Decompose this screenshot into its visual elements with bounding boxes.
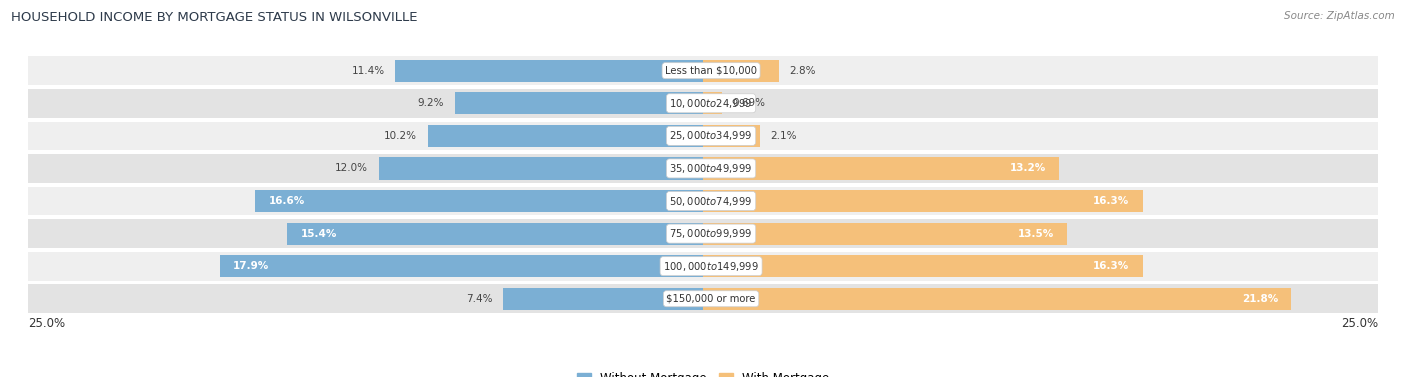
Text: 2.1%: 2.1% — [770, 131, 797, 141]
Bar — [287, 222, 703, 245]
Text: 12.0%: 12.0% — [335, 164, 368, 173]
Bar — [28, 121, 1378, 150]
Bar — [395, 60, 703, 82]
Text: 25.0%: 25.0% — [28, 317, 65, 329]
Bar — [703, 92, 721, 114]
Bar — [703, 125, 759, 147]
Bar — [427, 125, 703, 147]
Text: 9.2%: 9.2% — [418, 98, 444, 108]
Text: 2.8%: 2.8% — [789, 66, 815, 76]
Text: 16.6%: 16.6% — [269, 196, 305, 206]
Text: 21.8%: 21.8% — [1241, 294, 1278, 304]
Bar — [28, 89, 1378, 118]
Text: 15.4%: 15.4% — [301, 228, 337, 239]
Text: 17.9%: 17.9% — [233, 261, 270, 271]
Bar — [28, 284, 1378, 313]
Bar — [703, 157, 1059, 179]
Bar — [703, 222, 1067, 245]
Text: $100,000 to $149,999: $100,000 to $149,999 — [664, 260, 759, 273]
Text: 7.4%: 7.4% — [465, 294, 492, 304]
Text: 11.4%: 11.4% — [352, 66, 384, 76]
Text: 13.2%: 13.2% — [1010, 164, 1046, 173]
Text: $50,000 to $74,999: $50,000 to $74,999 — [669, 195, 752, 207]
Bar — [254, 190, 703, 212]
Bar — [503, 288, 703, 310]
Text: $75,000 to $99,999: $75,000 to $99,999 — [669, 227, 752, 240]
Text: Source: ZipAtlas.com: Source: ZipAtlas.com — [1284, 11, 1395, 21]
Bar — [28, 154, 1378, 183]
Bar — [454, 92, 703, 114]
Text: Less than $10,000: Less than $10,000 — [665, 66, 756, 76]
Text: HOUSEHOLD INCOME BY MORTGAGE STATUS IN WILSONVILLE: HOUSEHOLD INCOME BY MORTGAGE STATUS IN W… — [11, 11, 418, 24]
Text: $35,000 to $49,999: $35,000 to $49,999 — [669, 162, 752, 175]
Bar — [703, 190, 1143, 212]
Bar — [703, 60, 779, 82]
Legend: Without Mortgage, With Mortgage: Without Mortgage, With Mortgage — [572, 368, 834, 377]
Text: 25.0%: 25.0% — [1341, 317, 1378, 329]
Bar — [380, 157, 703, 179]
Text: $10,000 to $24,999: $10,000 to $24,999 — [669, 97, 752, 110]
Text: 10.2%: 10.2% — [384, 131, 416, 141]
Bar — [28, 252, 1378, 280]
Text: 16.3%: 16.3% — [1094, 261, 1129, 271]
Bar — [28, 57, 1378, 85]
Text: $25,000 to $34,999: $25,000 to $34,999 — [669, 129, 752, 143]
Text: 16.3%: 16.3% — [1094, 196, 1129, 206]
Text: 0.69%: 0.69% — [733, 98, 765, 108]
Bar — [28, 187, 1378, 215]
Bar — [28, 219, 1378, 248]
Text: $150,000 or more: $150,000 or more — [666, 294, 756, 304]
Bar — [703, 255, 1143, 277]
Bar — [219, 255, 703, 277]
Text: 13.5%: 13.5% — [1018, 228, 1054, 239]
Bar — [703, 288, 1292, 310]
